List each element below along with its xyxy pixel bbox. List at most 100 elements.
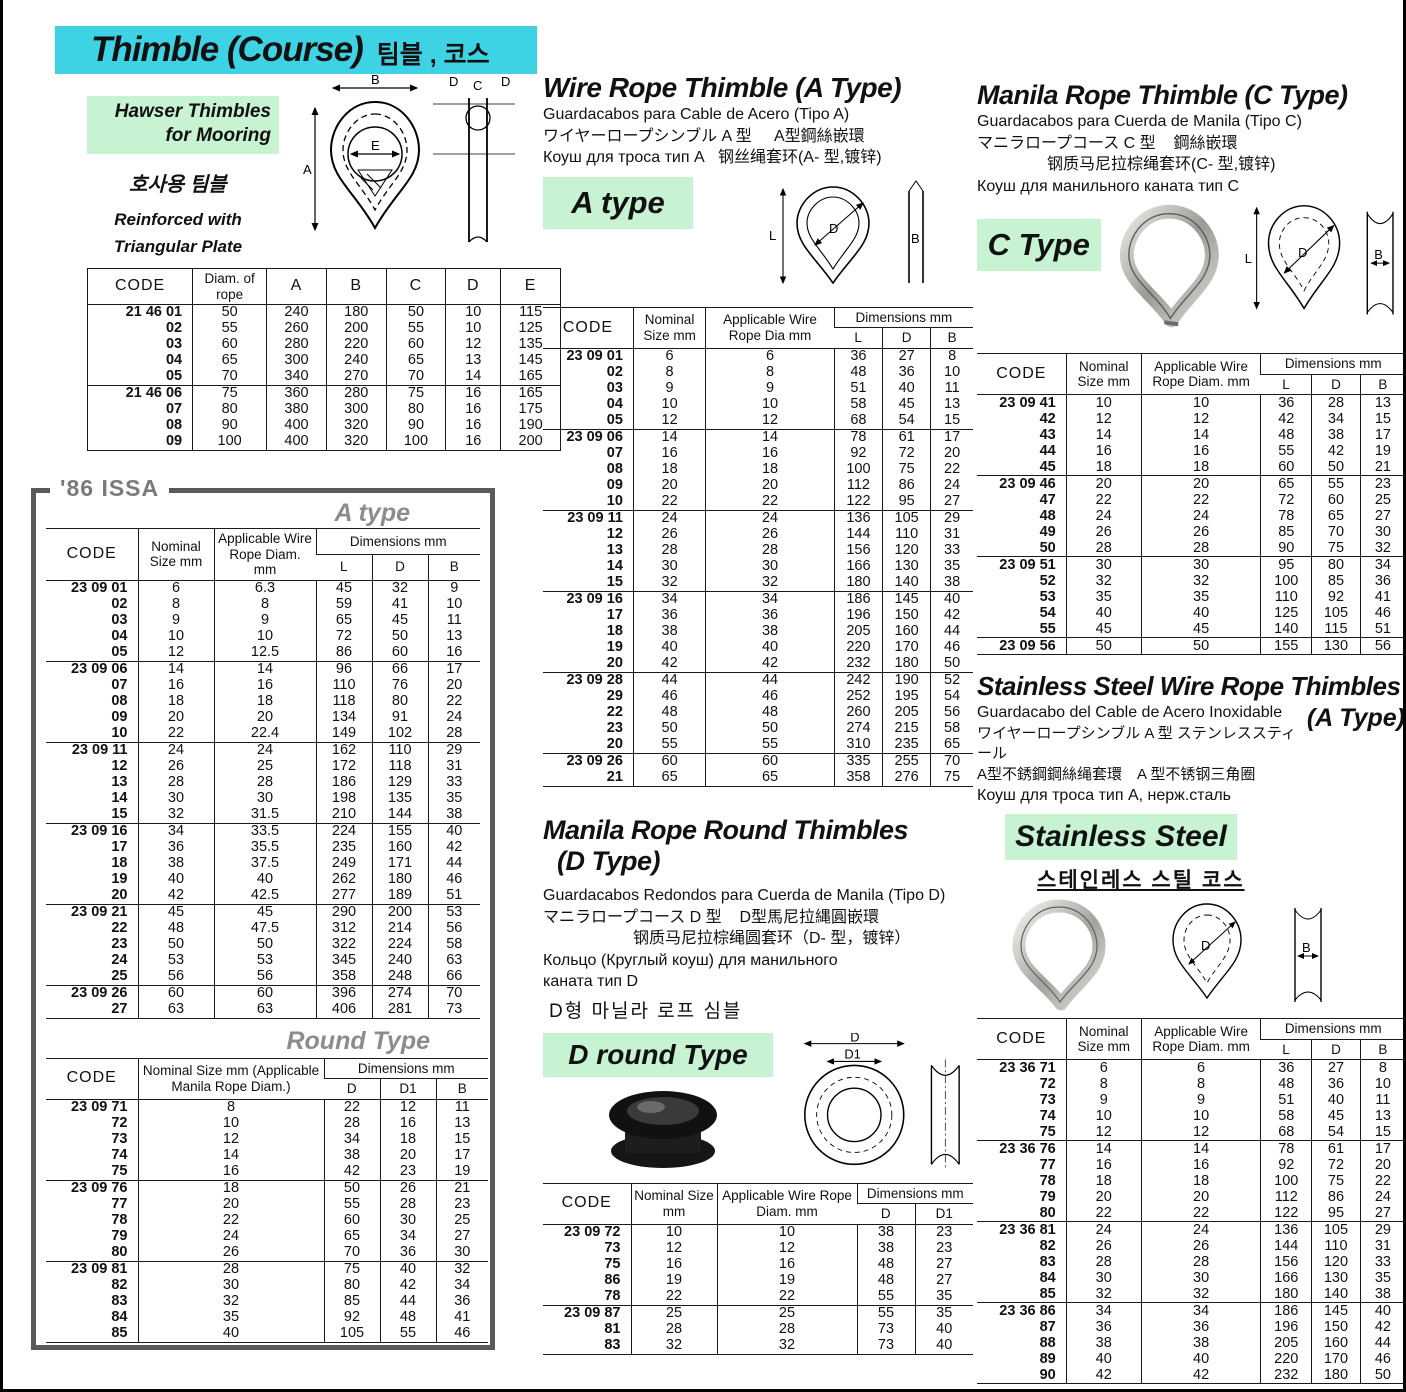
manila-c-subtitle-ru: Коуш для манильного каната тип C bbox=[977, 177, 1240, 195]
value-cell: 140 bbox=[1260, 621, 1312, 638]
value-cell: 56 bbox=[137, 968, 214, 986]
value-cell: 35 bbox=[914, 1288, 973, 1306]
value-cell: 50 bbox=[213, 936, 316, 953]
value-cell: 53 bbox=[427, 903, 481, 921]
table-row: 14 30 30 166 130 35 bbox=[543, 559, 973, 575]
table-row: 23 09 16 34 34 186 145 40 bbox=[543, 590, 973, 608]
value-cell: 36 bbox=[882, 365, 931, 381]
value-cell: 224 bbox=[371, 936, 428, 953]
value-cell: 120 bbox=[882, 543, 931, 559]
value-cell: 40 bbox=[427, 822, 481, 840]
issa-round-col-code: CODE bbox=[46, 1058, 138, 1100]
value-cell: 30 bbox=[1140, 1270, 1261, 1287]
c-type-diagram: L D B bbox=[1245, 205, 1394, 315]
value-cell: 32 bbox=[1065, 573, 1142, 590]
value-cell: 27 bbox=[1359, 1205, 1403, 1222]
value-cell: 38 bbox=[705, 624, 835, 640]
value-cell: 65 bbox=[632, 769, 706, 787]
value-cell: 48 bbox=[1260, 1076, 1312, 1093]
value-cell: 75 bbox=[930, 769, 973, 787]
table-row: 23 09 76 18 50 26 21 bbox=[46, 1179, 489, 1197]
value-cell: 70 bbox=[1311, 524, 1361, 541]
value-cell: 30 bbox=[1140, 556, 1261, 574]
d-round-col-d: D bbox=[857, 1203, 915, 1225]
code-cell: 79 bbox=[1039, 1188, 1056, 1205]
code-cell: 83 bbox=[604, 1336, 621, 1353]
value-cell: 75 bbox=[385, 385, 446, 403]
value-cell: 155 bbox=[1260, 637, 1312, 655]
d-round-col-code: CODE bbox=[543, 1183, 631, 1225]
value-cell: 40 bbox=[1140, 605, 1261, 622]
value-cell: 17 bbox=[930, 428, 973, 446]
code-cell: 20 bbox=[606, 736, 623, 753]
wire-a-subtitle-ja-zh: ワイヤーロープシンブル A 型 A型鋼絲嵌環 bbox=[543, 126, 973, 148]
value-cell: 8 bbox=[930, 348, 973, 365]
value-cell: 8 bbox=[632, 365, 706, 381]
value-cell: 61 bbox=[1311, 1140, 1361, 1158]
code-cell: 07 bbox=[111, 676, 128, 693]
value-cell: 63 bbox=[137, 1001, 214, 1019]
value-cell: 100 bbox=[385, 434, 446, 451]
value-cell: 96 bbox=[315, 660, 372, 678]
table-row: 52 32 32 100 85 36 bbox=[977, 573, 1403, 590]
value-cell: 38 bbox=[137, 855, 214, 872]
value-cell: 242 bbox=[833, 671, 883, 689]
code-cell: 05 bbox=[606, 412, 623, 429]
value-cell: 68 bbox=[1260, 1124, 1312, 1141]
value-cell: 85 bbox=[1260, 524, 1312, 541]
value-cell: 22 bbox=[1065, 492, 1142, 509]
value-cell: 14 bbox=[705, 428, 835, 446]
value-cell: 20 bbox=[213, 709, 316, 726]
value-cell: 40 bbox=[1311, 1092, 1361, 1109]
code-cell: 89 bbox=[1039, 1350, 1056, 1367]
value-cell: 30 bbox=[1065, 556, 1142, 574]
value-cell: 45 bbox=[1065, 621, 1142, 638]
stainless-korean-label: 스테인레스 스틸 코스 bbox=[1037, 869, 1245, 893]
code-cell: 23 09 01 bbox=[71, 579, 128, 596]
value-cell: 28 bbox=[213, 774, 316, 791]
table-row: 20 55 55 310 235 65 bbox=[543, 736, 973, 754]
code-cell: 44 bbox=[1039, 442, 1056, 459]
value-cell: 224 bbox=[315, 822, 372, 840]
value-cell: 65 bbox=[705, 769, 835, 787]
table-row: 03 9 9 65 45 11 bbox=[46, 612, 481, 629]
value-cell: 48 bbox=[856, 1256, 915, 1273]
value-cell: 9 bbox=[632, 381, 706, 397]
manila-d-subtitle-ko: D형 마닐라 로프 심블 bbox=[549, 1000, 743, 1022]
code-cell: 72 bbox=[111, 1114, 128, 1131]
stainless-thimble-photo bbox=[1012, 899, 1106, 1011]
table-row: 10 22 22.4 149 102 28 bbox=[46, 725, 481, 743]
value-cell: 15 bbox=[1359, 1124, 1403, 1141]
value-cell: 59 bbox=[315, 596, 372, 613]
hawser-korean-label: 호사용 팀블 bbox=[129, 174, 227, 196]
value-cell: 28 bbox=[705, 543, 835, 559]
value-cell: 46 bbox=[705, 689, 835, 705]
value-cell: 11 bbox=[1359, 1092, 1403, 1109]
code-cell: 21 46 01 bbox=[125, 304, 183, 321]
value-cell: 13 bbox=[1359, 394, 1403, 412]
value-cell: 38 bbox=[856, 1240, 915, 1257]
value-cell: 260 bbox=[833, 705, 883, 721]
value-cell: 186 bbox=[315, 774, 372, 791]
code-cell: 23 09 41 bbox=[999, 394, 1056, 411]
table-row: 87 36 36 196 150 42 bbox=[977, 1319, 1403, 1336]
code-cell: 75 bbox=[111, 1162, 128, 1179]
value-cell: 26 bbox=[1065, 1238, 1142, 1255]
value-cell: 205 bbox=[833, 624, 883, 640]
value-cell: 60 bbox=[323, 1212, 380, 1229]
value-cell: 248 bbox=[371, 968, 428, 986]
value-cell: 9 bbox=[213, 612, 316, 629]
value-cell: 17 bbox=[1359, 1140, 1403, 1158]
code-cell: 21 46 06 bbox=[87, 385, 193, 403]
value-cell: 135 bbox=[371, 790, 428, 807]
code-cell: 08 bbox=[606, 461, 623, 478]
table-row: 23 09 46 20 20 65 55 23 bbox=[977, 475, 1403, 493]
issa-a-col-b: B bbox=[427, 554, 481, 581]
value-cell: 28 bbox=[427, 725, 481, 743]
issa-a-col-code: CODE bbox=[46, 528, 138, 581]
c-type-dim-d: D bbox=[1298, 246, 1307, 261]
code-cell: 23 09 56 bbox=[977, 637, 1067, 655]
value-cell: 180 bbox=[371, 871, 428, 888]
value-cell: 32 bbox=[1140, 573, 1261, 590]
value-cell: 75 bbox=[1311, 540, 1361, 557]
